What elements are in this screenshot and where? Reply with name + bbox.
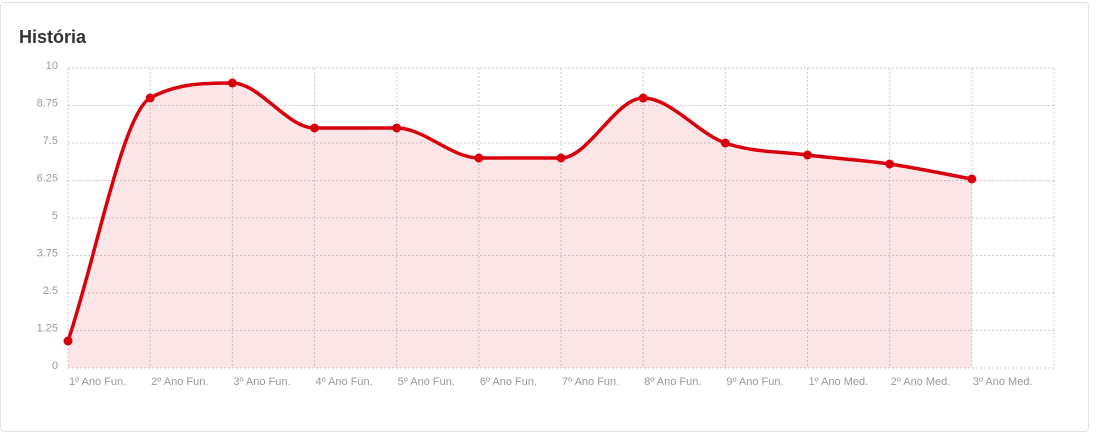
x-tick-label: 2º Ano Fun. <box>151 376 208 388</box>
point <box>474 153 484 163</box>
area <box>68 83 972 368</box>
point <box>556 153 566 163</box>
point <box>63 336 73 346</box>
point <box>803 150 812 160</box>
x-tick-label: 5º Ano Fun. <box>398 376 455 388</box>
x-tick-label: 3º Ano Fun. <box>233 376 290 388</box>
x-tick-label: 2º Ano Med. <box>891 376 951 388</box>
y-tick-label: 5 <box>52 210 58 222</box>
point <box>392 123 402 133</box>
y-tick-label: 2.5 <box>43 285 58 297</box>
x-tick-label: 4º Ano Fun. <box>316 376 373 388</box>
x-tick-label: 6º Ano Fun. <box>480 376 537 388</box>
x-tick-label: 1º Ano Med. <box>809 376 869 388</box>
x-tick-label: 8º Ano Fun. <box>644 376 701 388</box>
point <box>145 93 155 103</box>
x-tick-label: 9º Ano Fun. <box>726 376 783 388</box>
point <box>310 123 319 133</box>
card-title: História <box>19 27 87 47</box>
chart: 0 1.25 2.5 3.75 5 6.25 7.5 8.75 10 1º Ano Fun. 2º … <box>37 60 1055 388</box>
y-tick-label: 0 <box>52 360 58 372</box>
point <box>967 174 977 184</box>
point <box>638 93 648 103</box>
point <box>227 78 237 88</box>
y-tick-label: 6.25 <box>37 172 58 184</box>
x-tick-label: 7º Ano Fun. <box>562 376 619 388</box>
x-tick-label: 3º Ano Med. <box>973 376 1033 388</box>
y-tick-label: 8.75 <box>37 97 58 109</box>
point <box>885 159 895 169</box>
y-tick-label: 1.25 <box>37 322 58 334</box>
point <box>720 138 730 148</box>
y-tick-label: 3.75 <box>37 247 58 259</box>
y-tick-label: 10 <box>46 60 58 72</box>
y-tick-label: 7.5 <box>43 135 58 147</box>
x-tick-label: 1º Ano Fun. <box>69 376 126 388</box>
